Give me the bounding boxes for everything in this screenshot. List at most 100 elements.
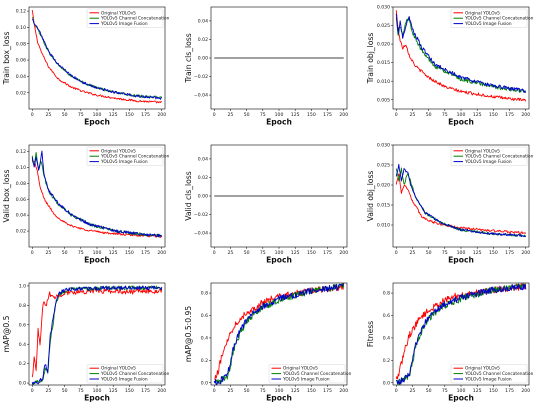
y-tick-label: 0.4 <box>19 342 26 348</box>
x-tick-label: 175 <box>141 388 150 394</box>
x-tick-label: 50 <box>244 250 250 256</box>
y-tick-label: 0.0 <box>201 380 208 386</box>
y-tick-label: 0.00 <box>198 194 208 200</box>
y-tick-label: 0.030 <box>377 5 390 11</box>
y-tick-label: 0.06 <box>16 58 26 64</box>
series-original-yolov5 <box>395 173 527 235</box>
x-tick-label: 100 <box>457 388 466 394</box>
x-tick-label: 0 <box>213 388 216 394</box>
legend-box <box>268 364 346 384</box>
x-tick-label: 50 <box>426 112 432 118</box>
x-tick-label: 75 <box>442 112 448 118</box>
y-tick-label: 0.015 <box>377 60 390 66</box>
legend-box <box>86 146 164 166</box>
x-tick-label: 0 <box>31 388 34 394</box>
legend-label: YOLOv5 Image Fusion <box>282 377 330 383</box>
x-tick-label: 175 <box>323 250 332 256</box>
x-tick-label: 200 <box>157 388 166 394</box>
legend-label: Original YOLOv5 <box>465 10 500 16</box>
y-tick-label: 0.02 <box>16 229 26 235</box>
series-yolov5-image-fusion <box>395 163 527 238</box>
y-tick-label: 0.02 <box>198 37 208 43</box>
x-tick-label: 175 <box>141 250 150 256</box>
y-tick-label: −0.02 <box>194 212 208 218</box>
legend-box <box>450 146 528 166</box>
y-axis-label: mAP@0.5:0.95 <box>184 306 193 362</box>
panel-fitness: 0 25 50 75 100 125 150 175 200 0.0 0.2 0.4 0.6 0.8 Epo… <box>366 282 534 403</box>
y-tick-label: 0.005 <box>377 97 390 103</box>
legend-label: YOLOv5 Channel Concatenation <box>464 371 534 377</box>
x-tick-label: 50 <box>426 388 432 394</box>
x-axis-label: Epoch <box>448 118 474 127</box>
y-tick-label: 0.2 <box>19 361 26 367</box>
x-tick-label: 25 <box>409 388 415 394</box>
x-tick-label: 0 <box>395 250 398 256</box>
x-tick-label: 75 <box>260 250 266 256</box>
panel-train-box: 0 25 50 75 100 125 150 175 200 0.02 0.04 0.06 0.08 0.… <box>2 6 170 127</box>
x-tick-label: 25 <box>45 388 51 394</box>
y-tick-label: 0.08 <box>16 181 26 187</box>
legend-label: YOLOv5 Channel Concatenation <box>282 371 352 377</box>
legend-label: YOLOv5 Channel Concatenation <box>464 154 534 160</box>
x-tick-label: 150 <box>307 388 316 394</box>
x-tick-label: 25 <box>409 250 415 256</box>
x-tick-label: 0 <box>213 250 216 256</box>
legend-box <box>86 8 164 28</box>
y-tick-label: 0.0 <box>383 380 390 386</box>
series-yolov5-image-fusion <box>31 18 162 100</box>
x-tick-label: 25 <box>227 388 233 394</box>
legend-label: YOLOv5 Channel Concatenation <box>100 154 170 160</box>
legend-label: YOLOv5 Image Fusion <box>100 377 148 383</box>
legend-label: Original YOLOv5 <box>101 148 136 154</box>
y-axis-label: Train obj_loss <box>366 33 375 85</box>
legend-label: YOLOv5 Channel Concatenation <box>464 16 534 22</box>
x-tick-label: 150 <box>489 250 498 256</box>
x-tick-label: 75 <box>442 250 448 256</box>
y-tick-label: 0.2 <box>201 358 208 364</box>
legend-label: Original YOLOv5 <box>283 366 318 372</box>
x-tick-label: 200 <box>339 388 348 394</box>
panel-valid-obj: 0 25 50 75 100 125 150 175 200 0.010 0.015 0.020 0.0… <box>366 143 534 265</box>
x-tick-label: 100 <box>275 250 284 256</box>
x-tick-label: 125 <box>291 388 300 394</box>
x-tick-label: 50 <box>244 112 250 118</box>
y-tick-label: 0.02 <box>198 175 208 181</box>
series-yolov5-image-fusion <box>395 283 527 385</box>
x-tick-label: 200 <box>157 250 166 256</box>
x-tick-label: 150 <box>307 112 316 118</box>
x-axis-label: Epoch <box>84 118 110 127</box>
x-tick-label: 50 <box>62 250 68 256</box>
y-tick-label: 0.04 <box>16 74 26 80</box>
y-tick-label: 0.8 <box>201 291 208 297</box>
x-tick-label: 100 <box>93 250 102 256</box>
y-tick-label: 0.4 <box>201 336 208 342</box>
panel-train-cls: 0 25 50 75 100 125 150 175 200 −0.04 −0.02 0.00 0.02… <box>184 6 348 127</box>
x-tick-label: 175 <box>505 250 514 256</box>
x-tick-label: 175 <box>323 388 332 394</box>
y-tick-label: −0.04 <box>194 231 208 237</box>
y-tick-label: −0.04 <box>194 93 208 99</box>
y-tick-label: −0.02 <box>194 74 208 80</box>
panel-valid-cls: 0 25 50 75 100 125 150 175 200 −0.04 −0.02 0.00 0.02… <box>184 144 348 265</box>
series-original-yolov5 <box>31 9 162 104</box>
y-tick-label: 0.10 <box>16 25 26 31</box>
series-yolov5-image-fusion <box>395 13 527 93</box>
x-tick-label: 50 <box>62 112 68 118</box>
x-tick-label: 50 <box>426 250 432 256</box>
x-tick-label: 100 <box>275 388 284 394</box>
x-tick-label: 75 <box>78 388 84 394</box>
y-tick-label: 0.8 <box>19 303 26 309</box>
panel-train-obj: 0 25 50 75 100 125 150 175 200 0.005 0.010 0.015 0.0… <box>366 5 534 127</box>
x-tick-label: 100 <box>93 112 102 118</box>
y-tick-label: 0.0 <box>19 381 26 387</box>
x-tick-label: 50 <box>62 388 68 394</box>
x-tick-label: 25 <box>227 250 233 256</box>
x-axis-label: Epoch <box>448 394 474 403</box>
y-tick-label: 1.0 <box>19 284 26 290</box>
y-tick-label: 0.010 <box>377 79 390 85</box>
x-tick-label: 75 <box>78 250 84 256</box>
y-tick-label: 0.12 <box>16 149 26 155</box>
